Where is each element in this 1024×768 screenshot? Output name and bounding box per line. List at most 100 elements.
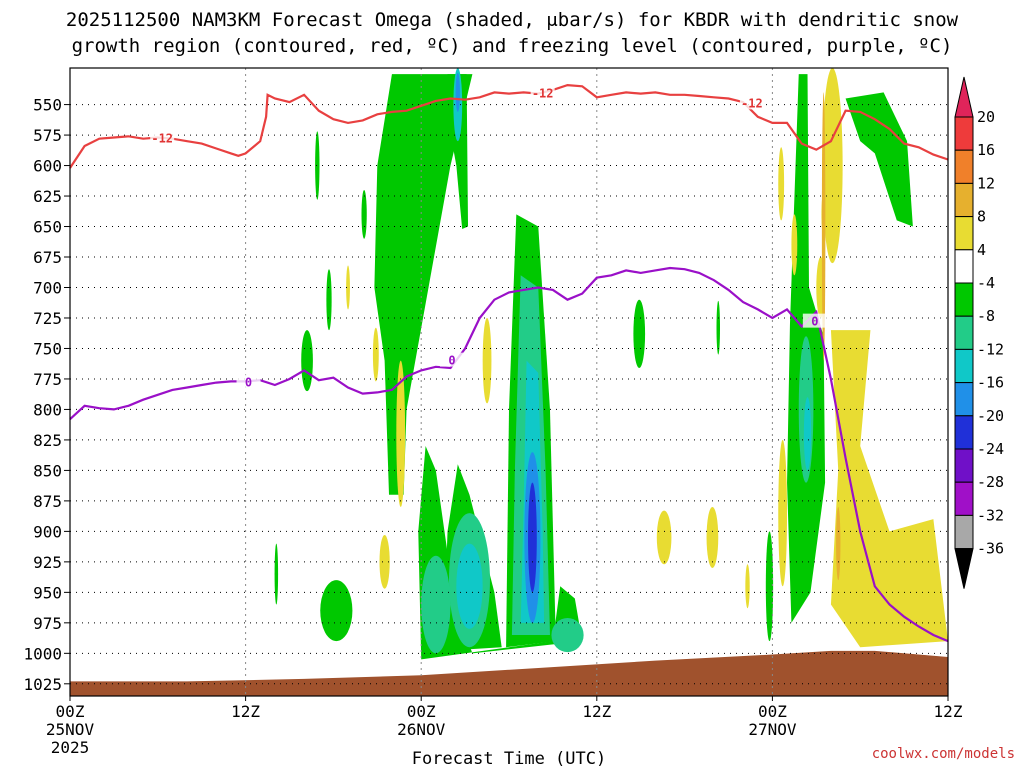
y-tick-label: 600 (33, 157, 62, 176)
colorbar-label: 8 (977, 208, 986, 226)
colorbar-cell (954, 348, 974, 384)
x-tick-label: 12Z (934, 702, 963, 721)
omega-shade (396, 360, 406, 507)
omega-shade (346, 265, 350, 310)
omega-shade (765, 531, 774, 642)
colorbar-label: 4 (977, 241, 986, 259)
chart-subtitle: growth region (contoured, red, ºC) and f… (72, 35, 953, 57)
y-tick-label: 725 (33, 309, 62, 328)
colorbar-cell (954, 514, 974, 550)
colorbar-cell (954, 481, 974, 516)
omega-shade (301, 330, 313, 392)
x-tick-label: 12Z (231, 702, 260, 721)
colorbar-cell (954, 249, 974, 284)
y-tick-label: 875 (33, 492, 62, 511)
contour-label-bg (439, 352, 464, 367)
y-tick-label: 1000 (23, 644, 62, 663)
contour-label: 0 (245, 376, 252, 390)
omega-shade (372, 327, 379, 382)
colorbar-label: -28 (977, 473, 1004, 491)
omega-shade (326, 269, 332, 331)
omega-shade (716, 300, 721, 355)
colorbar: 20 16 12 8 4 -4 -8 -12 -16 -20 -24 -28 -32 -36 (954, 76, 1004, 589)
contour-label-bg (739, 95, 764, 110)
colorbar-cell (954, 116, 974, 151)
omega-shade (656, 510, 672, 565)
colorbar-cell (954, 216, 974, 251)
omega-shade (778, 439, 788, 587)
contour-label-bg (236, 374, 261, 389)
omega-shade (482, 317, 492, 404)
x-tick-label: 12Z (582, 702, 611, 721)
omega-shade (361, 189, 367, 239)
contour-lines: -12 -12 -12 0 0 0 (69, 83, 949, 643)
y-tick-label: 950 (33, 583, 62, 602)
x-tick-date: 26NOV (397, 720, 446, 739)
y-tick-label: 1025 (23, 675, 62, 694)
pressure-axis: 550 575 600 625 650 675 700 725 750 775 800 825 850 8… (23, 96, 70, 694)
colorbar-cell (954, 382, 974, 417)
omega-shading (274, 67, 948, 660)
y-tick-label: 925 (33, 553, 62, 572)
y-tick-label: 750 (33, 339, 62, 358)
omega-shade (803, 397, 812, 471)
y-tick-label: 900 (33, 522, 62, 541)
x-tick-date: 27NOV (748, 720, 797, 739)
y-tick-label: 850 (33, 461, 62, 480)
dendritic-growth-contour (69, 83, 949, 169)
contour-label-bg (802, 313, 827, 328)
y-tick-label: 625 (33, 187, 62, 206)
omega-shade (315, 131, 320, 200)
colorbar-cell (954, 182, 974, 218)
y-tick-label: 825 (33, 431, 62, 450)
omega-shade (456, 543, 483, 629)
ground-area (70, 650, 948, 696)
omega-shade (821, 92, 826, 361)
colorbar-label: -16 (977, 374, 1004, 392)
omega-shade (845, 92, 913, 227)
y-tick-label: 550 (33, 96, 62, 115)
terrain-below-ground (70, 650, 948, 696)
contour-label: -12 (741, 96, 763, 110)
colorbar-cell (954, 76, 974, 118)
y-tick-label: 700 (33, 278, 62, 297)
y-tick-label: 975 (33, 614, 62, 633)
grid-lines (70, 68, 948, 696)
colorbar-cell (954, 282, 974, 317)
omega-shade (551, 617, 584, 653)
y-tick-label: 800 (33, 400, 62, 419)
colorbar-cell (954, 149, 974, 184)
omega-shade (528, 482, 537, 593)
colorbar-label: -24 (977, 440, 1004, 458)
contour-label: -12 (532, 87, 554, 101)
x-tick-year: 2025 (51, 738, 90, 757)
colorbar-label: 12 (977, 174, 995, 192)
omega-shade (421, 555, 451, 654)
site-credit[interactable]: coolwx.com/models (872, 746, 1015, 762)
x-tick-label: 00Z (407, 702, 436, 721)
omega-shade (447, 74, 469, 229)
omega-shade (633, 299, 646, 368)
freezing-level-contour (69, 266, 949, 643)
omega-shade (379, 535, 390, 589)
colorbar-label: 20 (977, 108, 995, 126)
colorbar-label: -20 (977, 407, 1004, 425)
omega-shade (706, 506, 719, 568)
colorbar-label: 16 (977, 141, 995, 159)
colorbar-label: -4 (977, 274, 995, 292)
omega-shade (455, 72, 460, 112)
colorbar-label: -36 (977, 540, 1004, 558)
colorbar-cell (954, 548, 974, 589)
omega-shade (778, 147, 785, 221)
omega-shade (830, 330, 948, 648)
omega-shade (745, 564, 750, 609)
contour-label: 0 (448, 354, 455, 368)
contour-label-bg (150, 130, 175, 145)
x-tick-date: 25NOV (46, 720, 95, 739)
contour-label: -12 (151, 132, 173, 146)
x-tick-label: 00Z (56, 702, 85, 721)
x-axis-title: Forecast Time (UTC) (412, 749, 606, 768)
omega-shade (791, 214, 798, 276)
x-tick-label: 00Z (758, 702, 787, 721)
